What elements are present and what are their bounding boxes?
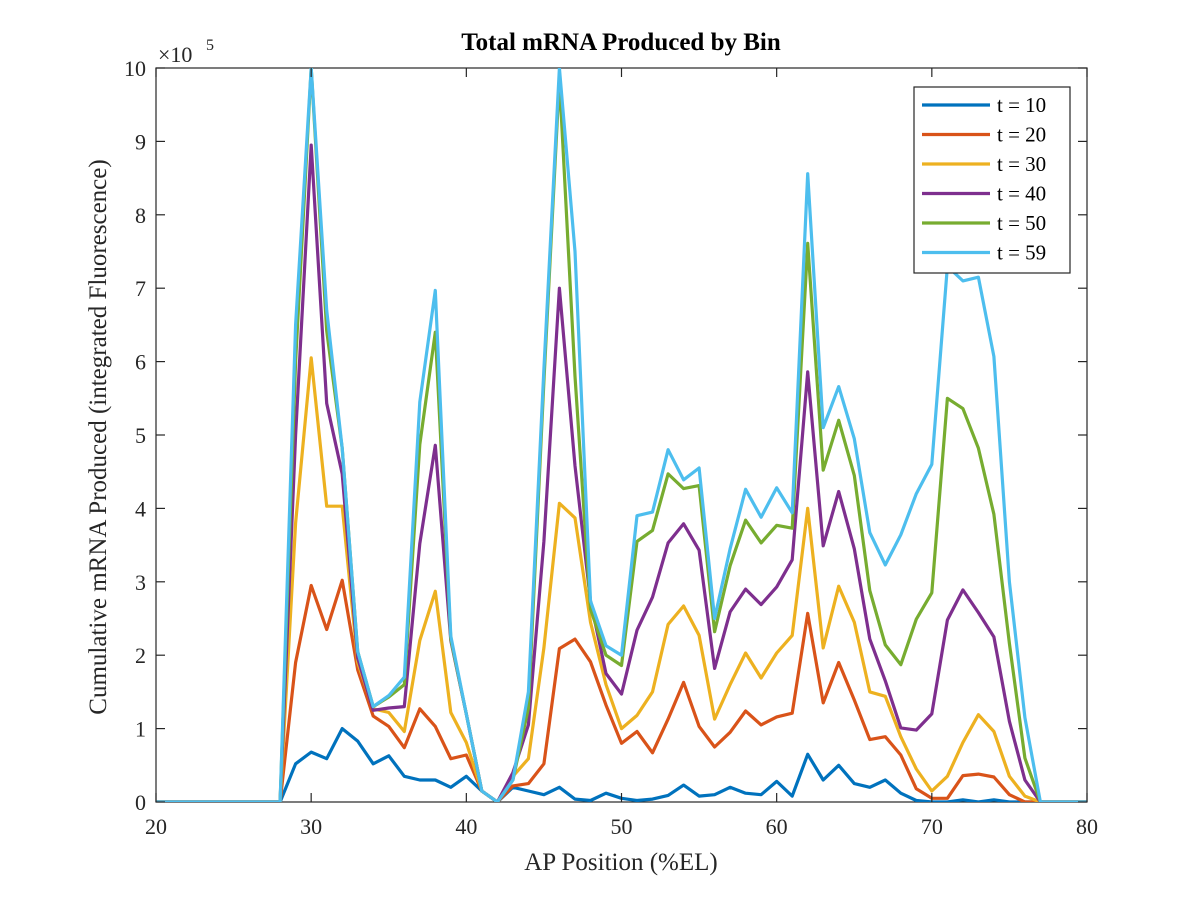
y-tick-label: 3 xyxy=(135,570,146,595)
series-line-t-50 xyxy=(156,68,1087,802)
x-axis-label: AP Position (%EL) xyxy=(524,849,718,876)
legend-label: t = 59 xyxy=(997,241,1046,265)
series-line-t-30 xyxy=(156,356,1087,802)
x-tick-label: 40 xyxy=(455,814,477,839)
y-axis-label: Cumulative mRNA Produced (integrated Flu… xyxy=(85,159,112,714)
y-tick-label: 1 xyxy=(135,717,146,742)
x-tick-label: 80 xyxy=(1076,814,1098,839)
legend-label: t = 40 xyxy=(997,182,1046,206)
legend: t = 10 t = 20 t = 30 t = 40 t = 50 t = 59 xyxy=(913,86,1071,274)
y-tick-label: 10 xyxy=(124,56,146,81)
x-tick-label: 20 xyxy=(145,814,167,839)
y-tick-label: 0 xyxy=(135,790,146,815)
legend-box xyxy=(913,86,1071,274)
series-line-t-59 xyxy=(156,68,1087,802)
y-tick-label: 4 xyxy=(135,496,146,521)
x-tick-label: 30 xyxy=(300,814,322,839)
y-tick-label: 7 xyxy=(135,276,146,301)
y-tick-label: 9 xyxy=(135,129,146,154)
y-tick-label: 8 xyxy=(135,203,146,228)
tick-layer: 20 30 40 50 60 70 80 0 1 2 3 4 5 6 7 8 9 10 xyxy=(124,56,1098,839)
series-layer xyxy=(156,68,1087,802)
chart-title: Total mRNA Produced by Bin xyxy=(461,29,781,56)
legend-label: t = 20 xyxy=(997,123,1046,147)
legend-label: t = 30 xyxy=(997,152,1046,176)
x-tick-label: 50 xyxy=(611,814,633,839)
legend-label: t = 50 xyxy=(997,211,1046,235)
y-exponent-power: 5 xyxy=(206,37,214,54)
y-exponent-base: ×10 xyxy=(158,42,192,67)
x-tick-label: 70 xyxy=(921,814,943,839)
x-tick-label: 60 xyxy=(766,814,788,839)
legend-label: t = 10 xyxy=(997,93,1046,117)
series-line-t-40 xyxy=(156,143,1087,802)
y-tick-label: 6 xyxy=(135,350,146,375)
y-exponent: ×10 5 xyxy=(158,37,214,67)
y-tick-label: 5 xyxy=(135,423,146,448)
y-tick-label: 2 xyxy=(135,643,146,668)
